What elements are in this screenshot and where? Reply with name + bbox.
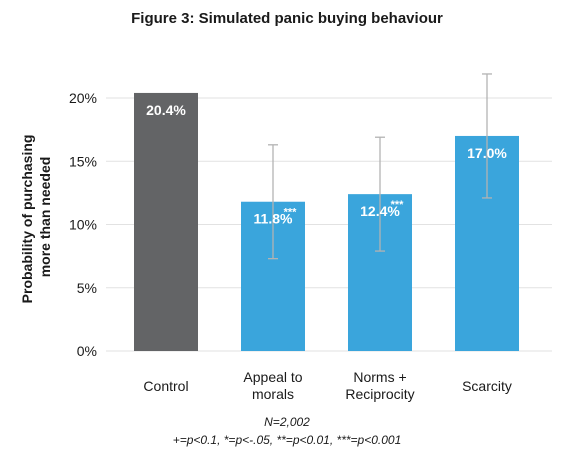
y-axis-ticks: 0% 5% 10% 15% 20% (69, 90, 97, 359)
y-axis-label: Probability of purchasing more than need… (19, 131, 53, 304)
chart-title: Figure 3: Simulated panic buying behavio… (131, 10, 443, 27)
significance-mark: *** (284, 207, 298, 219)
sample-size-note: N=2,002 (264, 415, 310, 429)
significance-note: +=p<0.1, *=p<-.05, **=p<0.01, ***=p<0.00… (172, 433, 402, 447)
data-label: 11.8% (254, 211, 293, 227)
data-labels: 20.4%11.8%*** 12.4%***17.0% (146, 102, 507, 227)
error-bars (268, 73, 492, 260)
data-label: 20.4% (146, 102, 186, 118)
x-tick-label: Scarcity (462, 378, 512, 394)
bar (134, 92, 198, 351)
y-axis-label-line-2: more than needed (37, 157, 53, 278)
y-tick-label: 10% (69, 217, 97, 233)
x-tick-label: Norms + Reciprocity (345, 369, 414, 402)
y-tick-label: 5% (77, 280, 97, 296)
data-label: 12.4% (360, 203, 400, 219)
bars (134, 92, 519, 351)
significance-mark: *** (391, 199, 405, 211)
y-tick-label: 0% (77, 343, 97, 359)
y-tick-label: 20% (69, 90, 97, 106)
x-tick-label: Appeal to morals (243, 369, 302, 402)
y-axis-label-line-1: Probability of purchasing (19, 135, 35, 304)
x-axis-labels: Control Appeal to morals Norms + Reciprocity… (143, 369, 511, 402)
x-tick-label: Control (143, 378, 188, 394)
data-label: 17.0% (467, 145, 507, 161)
y-tick-label: 15% (69, 153, 97, 169)
